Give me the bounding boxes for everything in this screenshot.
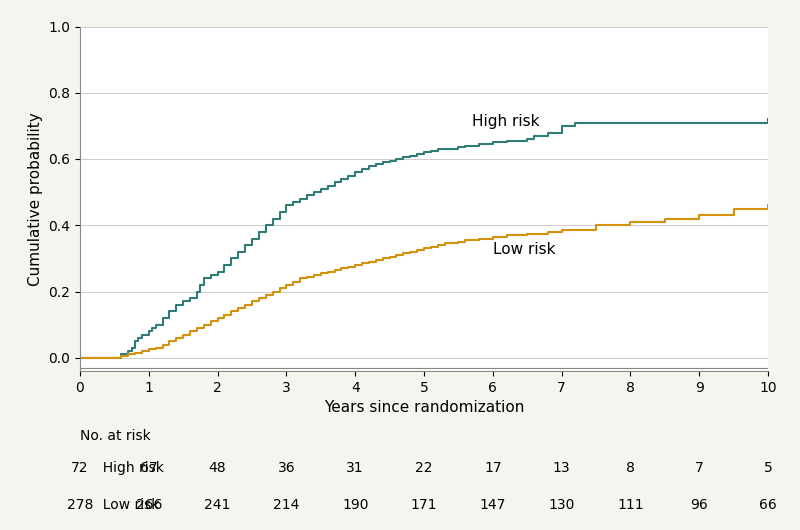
Text: 171: 171 <box>410 498 438 512</box>
Low risk <box>75 355 85 361</box>
Text: 7: 7 <box>695 461 703 475</box>
Text: 96: 96 <box>690 498 708 512</box>
Low risk <box>316 270 326 277</box>
High risk <box>75 355 85 361</box>
High risk <box>337 176 346 182</box>
Text: Low risk: Low risk <box>493 242 555 257</box>
High risk <box>763 116 773 122</box>
Low risk <box>282 282 291 288</box>
Text: High risk: High risk <box>472 114 540 129</box>
Text: 241: 241 <box>205 498 230 512</box>
Text: 66: 66 <box>759 498 777 512</box>
Text: High risk: High risk <box>94 461 164 475</box>
Text: 48: 48 <box>209 461 226 475</box>
Low risk <box>378 255 387 262</box>
High risk <box>694 119 704 126</box>
Text: 13: 13 <box>553 461 570 475</box>
Line: Low risk: Low risk <box>80 205 768 358</box>
Text: 214: 214 <box>274 498 299 512</box>
Text: 266: 266 <box>135 498 162 512</box>
Low risk <box>343 263 353 270</box>
Low risk <box>385 253 394 260</box>
High risk <box>343 172 353 179</box>
Text: 5: 5 <box>764 461 772 475</box>
High risk <box>192 288 202 295</box>
Y-axis label: Cumulative probability: Cumulative probability <box>28 112 42 286</box>
Text: 72: 72 <box>71 461 89 475</box>
Text: 22: 22 <box>415 461 433 475</box>
Text: 17: 17 <box>484 461 502 475</box>
High risk <box>543 129 553 136</box>
Text: 31: 31 <box>346 461 364 475</box>
Text: Low risk: Low risk <box>94 498 159 512</box>
Low risk <box>763 202 773 208</box>
Text: 8: 8 <box>626 461 635 475</box>
Text: 130: 130 <box>549 498 574 512</box>
High risk <box>186 295 195 301</box>
Text: 278: 278 <box>67 498 93 512</box>
Low risk <box>158 341 167 348</box>
X-axis label: Years since randomization: Years since randomization <box>324 400 524 416</box>
Text: 36: 36 <box>278 461 295 475</box>
Text: 111: 111 <box>617 498 644 512</box>
Text: 67: 67 <box>140 461 158 475</box>
Text: 147: 147 <box>480 498 506 512</box>
Text: No. at risk: No. at risk <box>80 429 150 443</box>
Line: High risk: High risk <box>80 119 768 358</box>
Text: 190: 190 <box>342 498 369 512</box>
